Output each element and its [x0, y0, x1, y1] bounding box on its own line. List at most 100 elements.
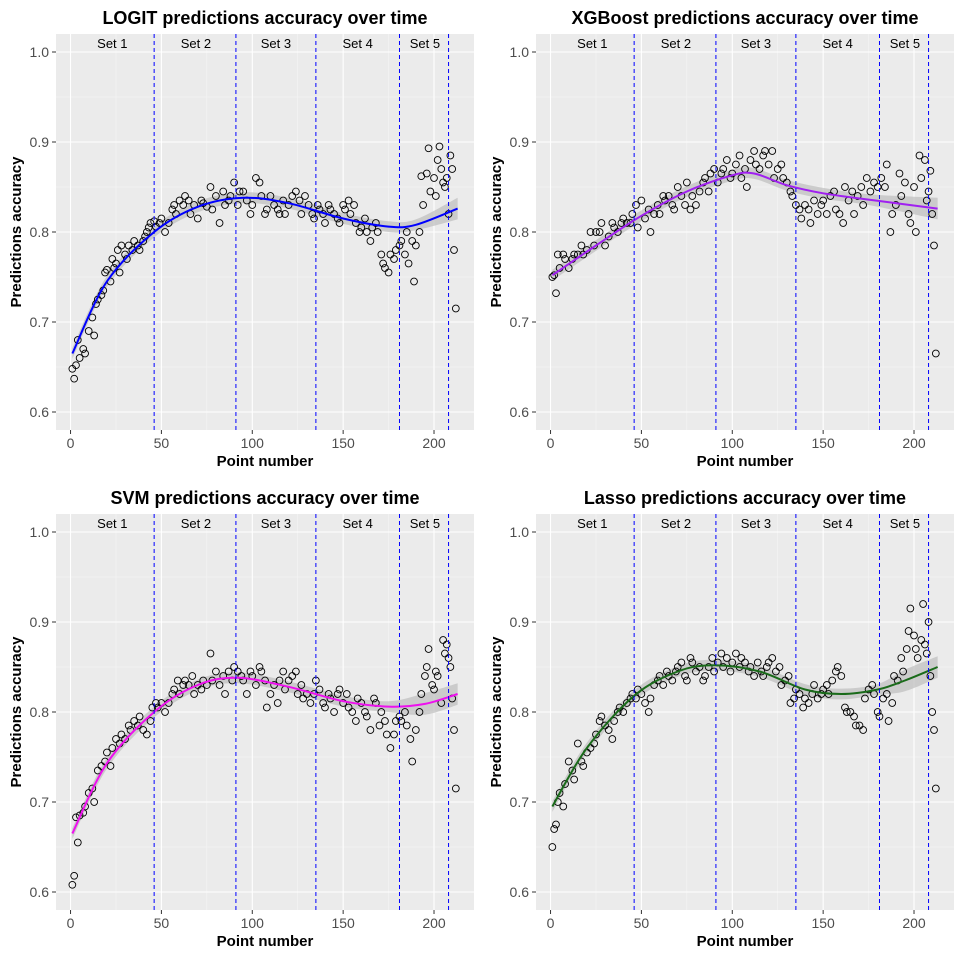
data-point: [381, 717, 389, 725]
data-point: [922, 649, 931, 658]
data-point: [90, 331, 99, 340]
data-point: [704, 187, 713, 196]
y-tick-label: 0.8: [510, 224, 530, 240]
set-label: Set 5: [410, 36, 440, 51]
data-point: [559, 250, 568, 259]
data-point: [344, 196, 353, 205]
x-tick-label: 0: [67, 435, 75, 451]
data-point: [431, 667, 440, 676]
data-point: [430, 685, 438, 694]
data-point: [568, 766, 577, 775]
data-point: [386, 744, 395, 752]
smooth-confidence-band: [552, 656, 938, 812]
data-point: [753, 658, 762, 667]
data-point: [804, 699, 813, 707]
data-point: [750, 672, 758, 680]
data-point: [361, 214, 369, 223]
data-point: [646, 228, 655, 236]
chart-title: SVM predictions accuracy over time: [110, 488, 419, 508]
data-point: [735, 151, 744, 160]
data-point: [206, 183, 215, 191]
set-label: Set 5: [890, 36, 920, 51]
data-point: [242, 690, 251, 698]
set-label: Set 3: [741, 36, 771, 51]
data-point: [433, 156, 442, 164]
data-point: [390, 730, 398, 739]
data-point: [786, 187, 795, 196]
data-point: [799, 703, 808, 712]
data-point: [324, 201, 333, 209]
data-point: [184, 196, 193, 205]
y-tick-label: 0.9: [30, 614, 50, 630]
data-point: [352, 717, 360, 725]
data-point: [219, 187, 228, 196]
data-point: [746, 663, 755, 671]
data-point: [115, 268, 124, 277]
data-point: [212, 192, 220, 200]
y-tick-label: 0.6: [510, 884, 530, 900]
data-point: [342, 690, 351, 698]
data-point: [859, 726, 867, 734]
data-point: [717, 169, 726, 178]
data-point: [293, 690, 302, 698]
data-point: [415, 708, 424, 716]
data-point: [911, 228, 920, 236]
data-point: [837, 672, 846, 680]
data-point: [701, 672, 709, 680]
data-point: [882, 690, 891, 698]
x-tick-label: 50: [154, 915, 170, 931]
data-point: [911, 645, 920, 653]
data-point: [897, 192, 906, 200]
data-point: [424, 144, 433, 153]
data-point: [742, 183, 751, 191]
data-point: [931, 349, 940, 358]
data-point: [699, 676, 708, 685]
data-point: [775, 663, 784, 671]
data-point: [592, 730, 600, 739]
x-axis-label: Point number: [217, 453, 314, 470]
data-point: [895, 169, 904, 178]
data-point: [143, 730, 151, 739]
data-point: [143, 228, 151, 236]
data-point: [362, 228, 371, 236]
data-point: [133, 721, 142, 730]
data-point: [297, 681, 306, 689]
data-point: [161, 228, 169, 236]
data-point: [297, 210, 306, 218]
set-label: Set 1: [577, 516, 607, 531]
data-point: [859, 201, 867, 209]
data-point: [570, 250, 579, 259]
data-point: [152, 699, 160, 707]
data-point: [106, 762, 115, 770]
data-point: [604, 232, 613, 241]
data-point: [822, 681, 831, 689]
data-point: [719, 165, 728, 173]
data-point: [681, 672, 689, 680]
data-point: [68, 880, 77, 889]
data-point: [144, 223, 153, 232]
data-point: [710, 667, 718, 676]
data-point: [653, 676, 662, 685]
data-point: [804, 205, 813, 214]
data-point: [746, 156, 755, 164]
data-point: [561, 780, 569, 788]
data-point: [777, 160, 786, 169]
data-point: [411, 726, 420, 734]
data-point: [810, 681, 818, 689]
data-point: [451, 304, 460, 313]
x-tick-label: 0: [67, 915, 75, 931]
data-point: [179, 681, 188, 689]
data-point: [891, 201, 900, 209]
y-tick-label: 0.6: [30, 404, 50, 420]
data-point: [595, 228, 604, 236]
data-point: [321, 703, 329, 712]
data-point: [682, 676, 691, 685]
data-point: [135, 246, 144, 254]
data-point: [128, 246, 137, 254]
data-point: [659, 681, 668, 689]
data-point: [561, 255, 569, 263]
data-point: [75, 354, 84, 362]
set-label: Set 4: [343, 36, 373, 51]
x-tick-label: 200: [422, 435, 446, 451]
data-point: [362, 712, 371, 721]
